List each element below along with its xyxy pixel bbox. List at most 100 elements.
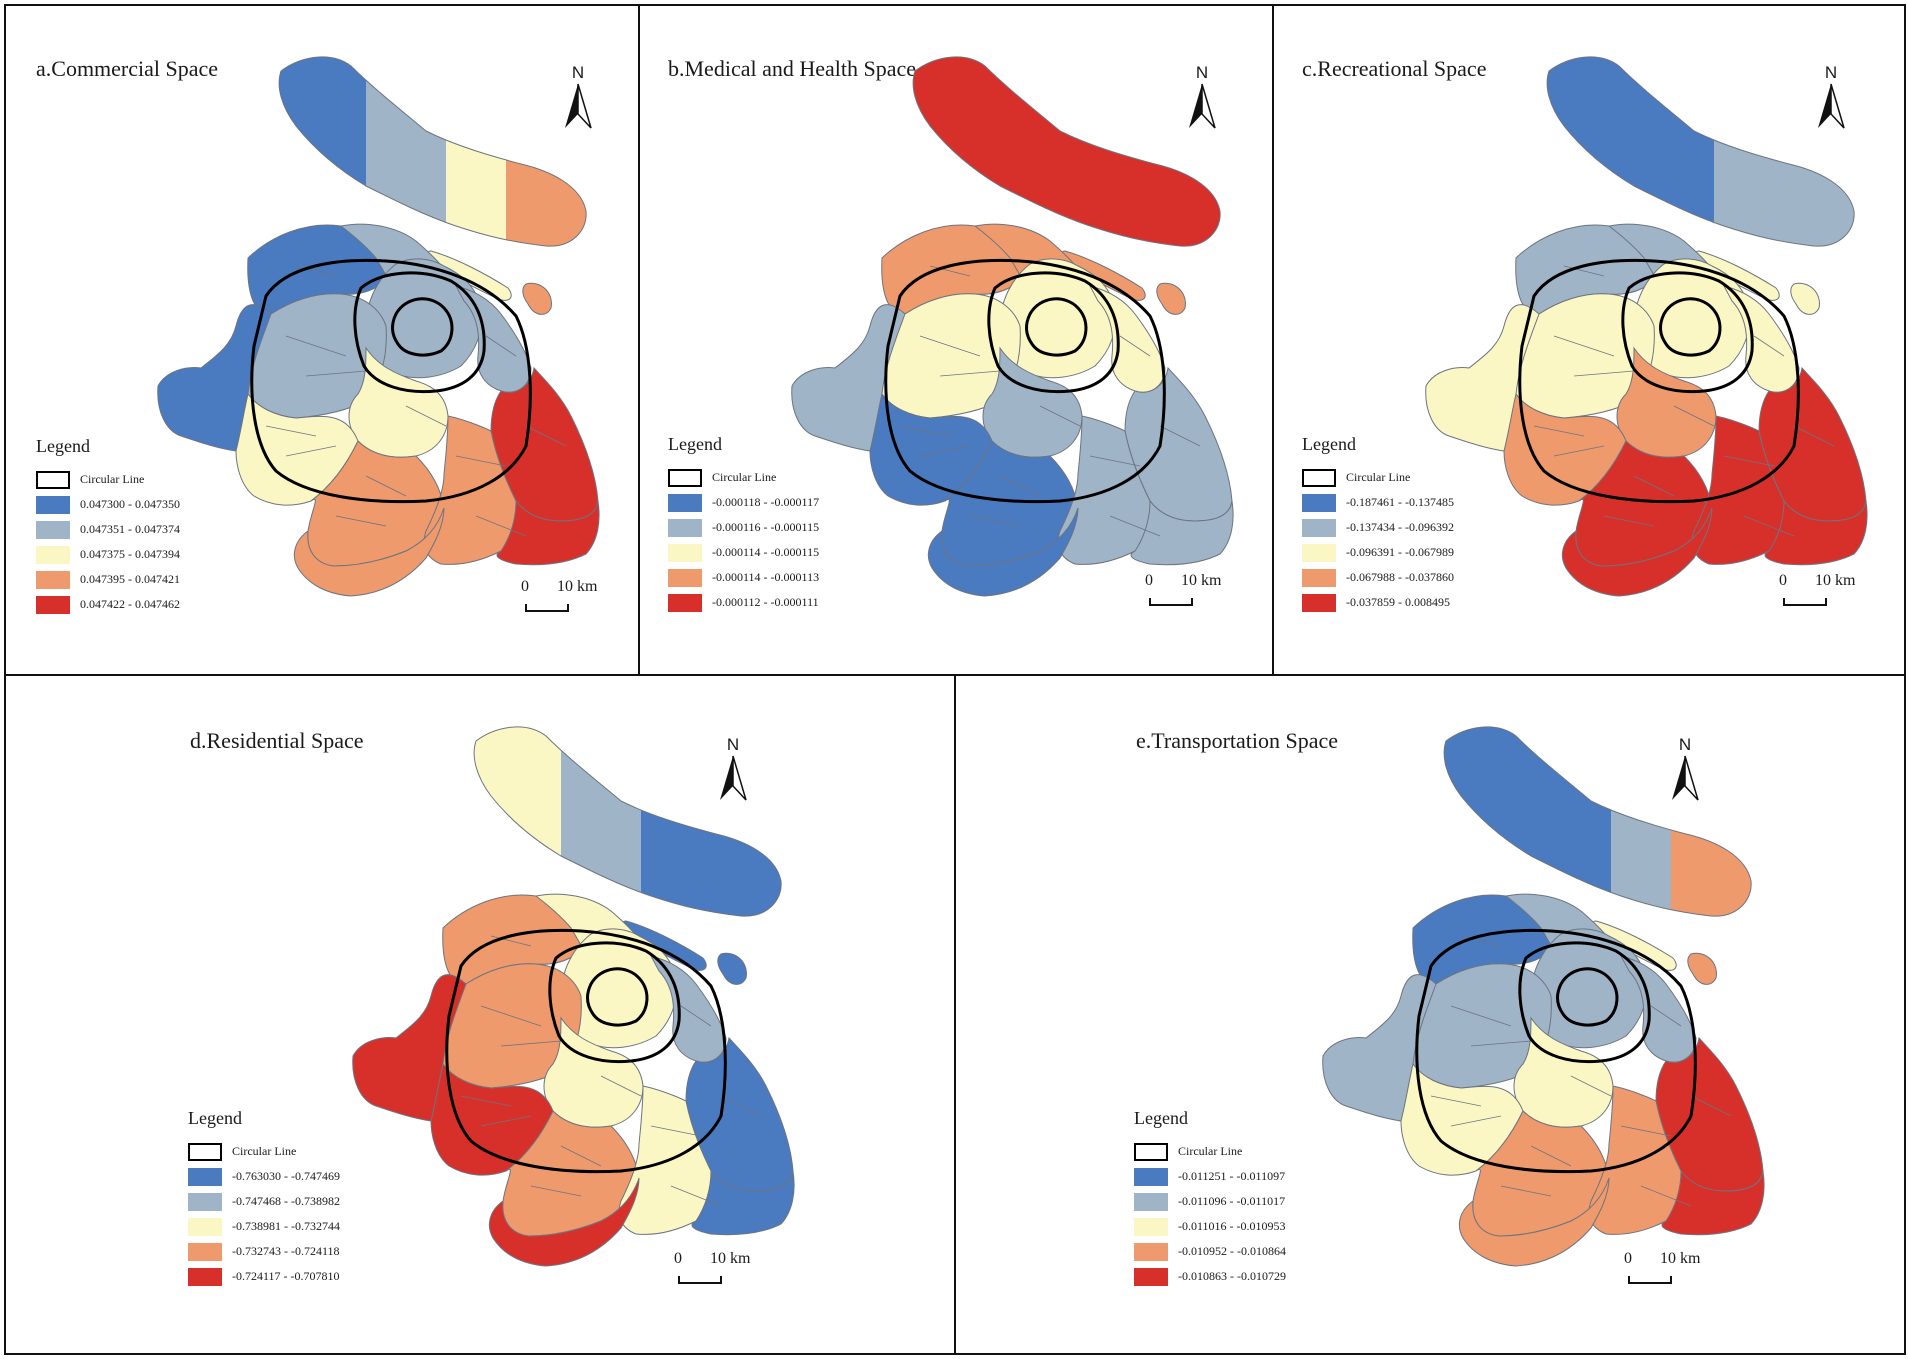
- scale-end-label: 10 km: [1181, 572, 1222, 589]
- district-region: [496, 499, 600, 566]
- legend-item: -0.000112 - -0.000111: [668, 590, 819, 615]
- legend-label: Circular Line: [80, 472, 145, 486]
- legend-item: -0.096391 - -0.067989: [1302, 540, 1454, 565]
- scale-bar-line: [525, 604, 569, 612]
- legend-item: 0.047375 - 0.047394: [36, 542, 180, 567]
- district-layer: [157, 56, 600, 597]
- legend-item: 0.047300 - 0.047350: [36, 492, 180, 517]
- map-area: [352, 726, 795, 1267]
- legend-label: -0.137434 - -0.096392: [1346, 520, 1454, 534]
- district-region: [1458, 1177, 1610, 1267]
- legend-label: Circular Line: [232, 1144, 297, 1158]
- legend-swatch: [668, 518, 702, 537]
- district-layer: [352, 726, 795, 1267]
- legend-swatch: [1302, 593, 1336, 612]
- circular-line: [1621, 271, 1754, 394]
- map-title: c.Recreational Space: [1302, 56, 1487, 81]
- north-label: N: [571, 63, 585, 82]
- circular-line-swatch: [1134, 1142, 1168, 1161]
- legend-label: -0.724117 - -0.707810: [232, 1269, 340, 1283]
- legend-title: Legend: [36, 436, 90, 456]
- circular-line: [1556, 967, 1619, 1027]
- north-label: N: [1678, 735, 1692, 754]
- legend-label: 0.047395 - 0.047421: [80, 572, 180, 586]
- north-arrow-shape: [720, 755, 747, 801]
- legend-item: -0.724117 - -0.707810: [188, 1264, 340, 1289]
- legend-swatch: [188, 1242, 222, 1261]
- legend-item: -0.137434 - -0.096392: [1302, 515, 1454, 540]
- legend-label: -0.037859 - 0.008495: [1346, 595, 1450, 609]
- legend-label: -0.763030 - -0.747469: [232, 1169, 340, 1183]
- district-region: [927, 507, 1079, 597]
- district-region: [1130, 499, 1234, 566]
- legend: Legend Circular Line -0.187461 - -0.137485…: [1302, 434, 1454, 615]
- circular-line: [1025, 297, 1088, 357]
- district-region: [293, 507, 445, 597]
- legend-swatch: [1302, 518, 1336, 537]
- district-layer: [791, 56, 1234, 597]
- district-region: [1156, 282, 1186, 315]
- legend-label: Circular Line: [1178, 1144, 1243, 1158]
- legend-item: -0.010863 - -0.010729: [1134, 1264, 1286, 1289]
- legend-item-circular-line: Circular Line: [188, 1139, 340, 1164]
- legend-label: -0.011096 - -0.011017: [1178, 1194, 1286, 1208]
- legend-item: -0.000116 - -0.000115: [668, 515, 819, 540]
- scale-bar: 0 10 km: [1779, 572, 1889, 612]
- legend-swatch: [1302, 493, 1336, 512]
- scale-bar: 0 10 km: [1624, 1250, 1734, 1290]
- circular-line-swatch: [1302, 468, 1336, 487]
- legend-swatch: [1134, 1167, 1168, 1186]
- north-arrow-icon: N: [1668, 736, 1702, 802]
- scale-bar: 0 10 km: [674, 1250, 784, 1290]
- map-panel-transportation: e.Transportation Space N Legend Circular …: [954, 674, 1906, 1355]
- map-area: [1425, 56, 1868, 597]
- legend-item-circular-line: Circular Line: [1134, 1139, 1286, 1164]
- legend-swatch: [36, 570, 70, 589]
- scale-bar-line: [1783, 598, 1827, 606]
- legend-swatch: [1302, 543, 1336, 562]
- legend-swatch: [668, 593, 702, 612]
- district-region: [717, 952, 747, 985]
- legend-title: Legend: [188, 1108, 242, 1128]
- legend-swatch: [668, 543, 702, 562]
- legend-label: Circular Line: [1346, 470, 1411, 484]
- legend-item: -0.187461 - -0.137485: [1302, 490, 1454, 515]
- district-layer: [1322, 726, 1765, 1267]
- map-title: e.Transportation Space: [1136, 728, 1339, 753]
- circular-line: [353, 271, 486, 394]
- legend-label: -0.000118 - -0.000117: [712, 495, 820, 509]
- legend: Legend Circular Line -0.000118 - -0.000117…: [668, 434, 819, 615]
- legend-item-circular-line: Circular Line: [1302, 465, 1454, 490]
- legend-label: -0.747468 - -0.738982: [232, 1194, 340, 1208]
- legend-label: -0.011251 - -0.011097: [1178, 1169, 1286, 1183]
- district-outline: [1546, 56, 1855, 247]
- legend-label: -0.011016 - -0.010953: [1178, 1219, 1286, 1233]
- map-panel-residential: d.Residential Space N Legend Circular Lin…: [4, 674, 956, 1355]
- scale-bar: 0 10 km: [1145, 572, 1255, 612]
- legend-label: -0.010952 - -0.010864: [1178, 1244, 1286, 1258]
- district-layer: [1425, 56, 1868, 597]
- legend-item: -0.732743 - -0.724118: [188, 1239, 340, 1264]
- legend-label: -0.732743 - -0.724118: [232, 1244, 340, 1258]
- legend-item-circular-line: Circular Line: [668, 465, 819, 490]
- legend-label: -0.067988 - -0.037860: [1346, 570, 1454, 584]
- legend-label: -0.010863 - -0.010729: [1178, 1269, 1286, 1283]
- scale-bar: 0 10 km: [521, 578, 631, 618]
- legend-swatch: [36, 595, 70, 614]
- district-outline: [473, 726, 782, 917]
- legend-label: 0.047422 - 0.047462: [80, 597, 180, 611]
- legend-item: 0.047351 - 0.047374: [36, 517, 180, 542]
- legend-item: -0.000114 - -0.000113: [668, 565, 819, 590]
- circular-line: [391, 297, 454, 357]
- legend-swatch: [36, 520, 70, 539]
- map-title: a.Commercial Space: [36, 56, 219, 81]
- north-arrow-icon: N: [561, 64, 595, 130]
- scale-start-label: 0: [1624, 1250, 1632, 1267]
- circular-line-swatch: [36, 470, 70, 489]
- legend-item: -0.000118 - -0.000117: [668, 490, 819, 515]
- scale-start-label: 0: [1145, 572, 1153, 589]
- map-title: b.Medical and Health Space: [668, 56, 917, 81]
- map-area: [157, 56, 600, 597]
- legend-label: 0.047300 - 0.047350: [80, 497, 180, 511]
- legend-swatch: [1134, 1192, 1168, 1211]
